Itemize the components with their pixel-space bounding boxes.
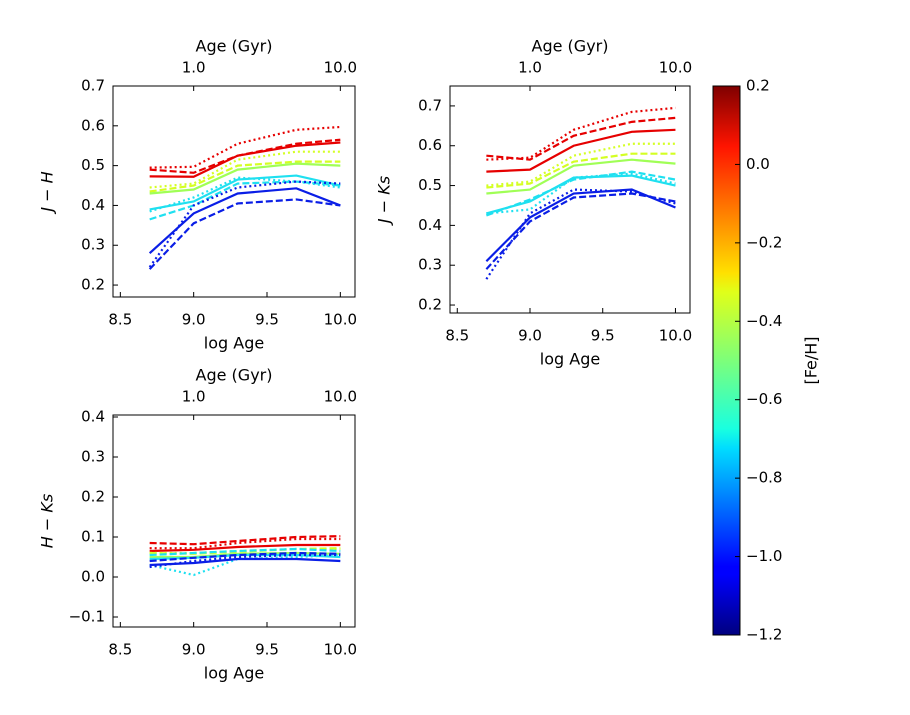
x-tick-label: 8.5 [108, 311, 132, 329]
series-line [149, 535, 341, 546]
series-line [486, 106, 676, 161]
series-line [486, 152, 676, 189]
series-line [149, 537, 341, 550]
series-line [149, 547, 341, 557]
series-line [149, 543, 341, 553]
x2-tick-label: 1.0 [182, 388, 206, 406]
x-tick-label: 9.0 [518, 327, 542, 345]
series-line [485, 170, 676, 217]
x-tick-label: 10.0 [324, 641, 357, 659]
series-line [486, 174, 676, 215]
y-tick-label: 0.4 [81, 196, 105, 214]
colorbar-tick-label: −0.8 [746, 469, 782, 487]
colorbar-tick-label: −0.2 [746, 233, 782, 251]
x-tick-label: 9.0 [182, 641, 206, 659]
top-axis-label: Age (Gyr) [532, 37, 609, 56]
y-axis-label: J − Ks [375, 176, 394, 226]
series-line [149, 553, 341, 569]
colorbar: 0.2 0.0 −0.2 −0.4 −0.6 −0.8 −1.0 −1.2 [Fe/H] [712, 77, 821, 644]
top-axis-label: Age (Gyr) [196, 37, 273, 56]
series-line [485, 192, 676, 270]
y-tick-label: 0.1 [81, 528, 105, 546]
colorbar-tick-label: −0.4 [746, 312, 782, 330]
x-tick-label: 9.5 [255, 641, 279, 659]
y-tick-label: 0.6 [418, 136, 442, 154]
x-axis-label: log Age [204, 664, 264, 683]
series-line [149, 551, 341, 563]
x-tick-label: 9.5 [591, 327, 615, 345]
colorbar-fill [712, 85, 741, 636]
colorbar-tick-label: −1.0 [746, 547, 782, 565]
colorbar-tick-label: −0.6 [746, 390, 782, 408]
x2-tick-label: 10.0 [324, 388, 357, 406]
series-line [485, 188, 676, 280]
x-tick-label: 8.5 [108, 641, 132, 659]
subplot: 8.5 9.0 9.5 10.0 1.0 10.0 −0.1 0.0 0.1 0.2 0.3 0.4 A… [38, 366, 358, 683]
y-axis-label: H − Ks [38, 494, 57, 548]
y-tick-label: 0.4 [418, 216, 442, 234]
series-line [149, 176, 341, 213]
y-tick-label: 0.4 [81, 408, 105, 426]
y-tick-label: 0.3 [81, 448, 105, 466]
x-tick-label: 8.5 [445, 327, 469, 345]
x2-tick-label: 10.0 [324, 59, 357, 77]
x-tick-label: 10.0 [324, 311, 357, 329]
colorbar-tick-label: 0.2 [746, 77, 770, 95]
x2-tick-label: 10.0 [659, 59, 692, 77]
x2-tick-label: 1.0 [182, 59, 206, 77]
colorbar-label: [Fe/H] [802, 336, 821, 384]
series-line [148, 198, 341, 270]
x2-tick-label: 1.0 [518, 59, 542, 77]
series-line [148, 180, 341, 268]
y-tick-label: 0.5 [418, 176, 442, 194]
subplot: 8.5 9.0 9.5 10.0 1.0 10.0 0.2 0.3 0.4 0.5 0.6 0.7 Ag… [375, 37, 693, 369]
colorbar-tick-label: −1.2 [746, 626, 782, 644]
series-line [486, 128, 676, 173]
y-axis-label: J − H [38, 171, 57, 214]
x-tick-label: 9.0 [182, 311, 206, 329]
series-line [149, 160, 341, 193]
series-line [149, 557, 341, 567]
series-line [148, 187, 341, 255]
y-tick-label: 0.2 [81, 276, 105, 294]
series-line [486, 172, 676, 215]
x-axis-label: log Age [540, 350, 600, 369]
series-line [486, 158, 676, 195]
series-line [149, 174, 341, 211]
subplot: 8.5 9.0 9.5 10.0 1.0 10.0 0.2 0.3 0.4 0.5 0.6 0.7 Ag… [38, 37, 358, 353]
plot-frame [112, 85, 356, 298]
plot-frame [449, 85, 691, 314]
series-line [486, 116, 676, 161]
series-line [149, 162, 341, 195]
series-line [485, 188, 676, 263]
y-tick-label: 0.5 [81, 156, 105, 174]
colorbar-tick-label: 0.0 [746, 155, 770, 173]
x-axis-label: log Age [204, 334, 264, 353]
y-tick-label: 0.6 [81, 116, 105, 134]
y-tick-label: 0.0 [81, 568, 105, 586]
x-tick-label: 9.5 [255, 311, 279, 329]
series-line [149, 138, 341, 174]
y-tick-label: 0.3 [81, 236, 105, 254]
y-tick-label: 0.2 [81, 488, 105, 506]
series-line [149, 180, 341, 221]
y-tick-label: 0.7 [418, 96, 442, 114]
top-axis-label: Age (Gyr) [196, 366, 273, 385]
y-tick-label: 0.2 [418, 296, 442, 314]
plot-frame [112, 414, 356, 628]
y-tick-label: 0.3 [418, 256, 442, 274]
y-tick-label: 0.7 [81, 77, 105, 95]
x-tick-label: 10.0 [659, 327, 692, 345]
y-tick-label: −0.1 [69, 608, 105, 626]
